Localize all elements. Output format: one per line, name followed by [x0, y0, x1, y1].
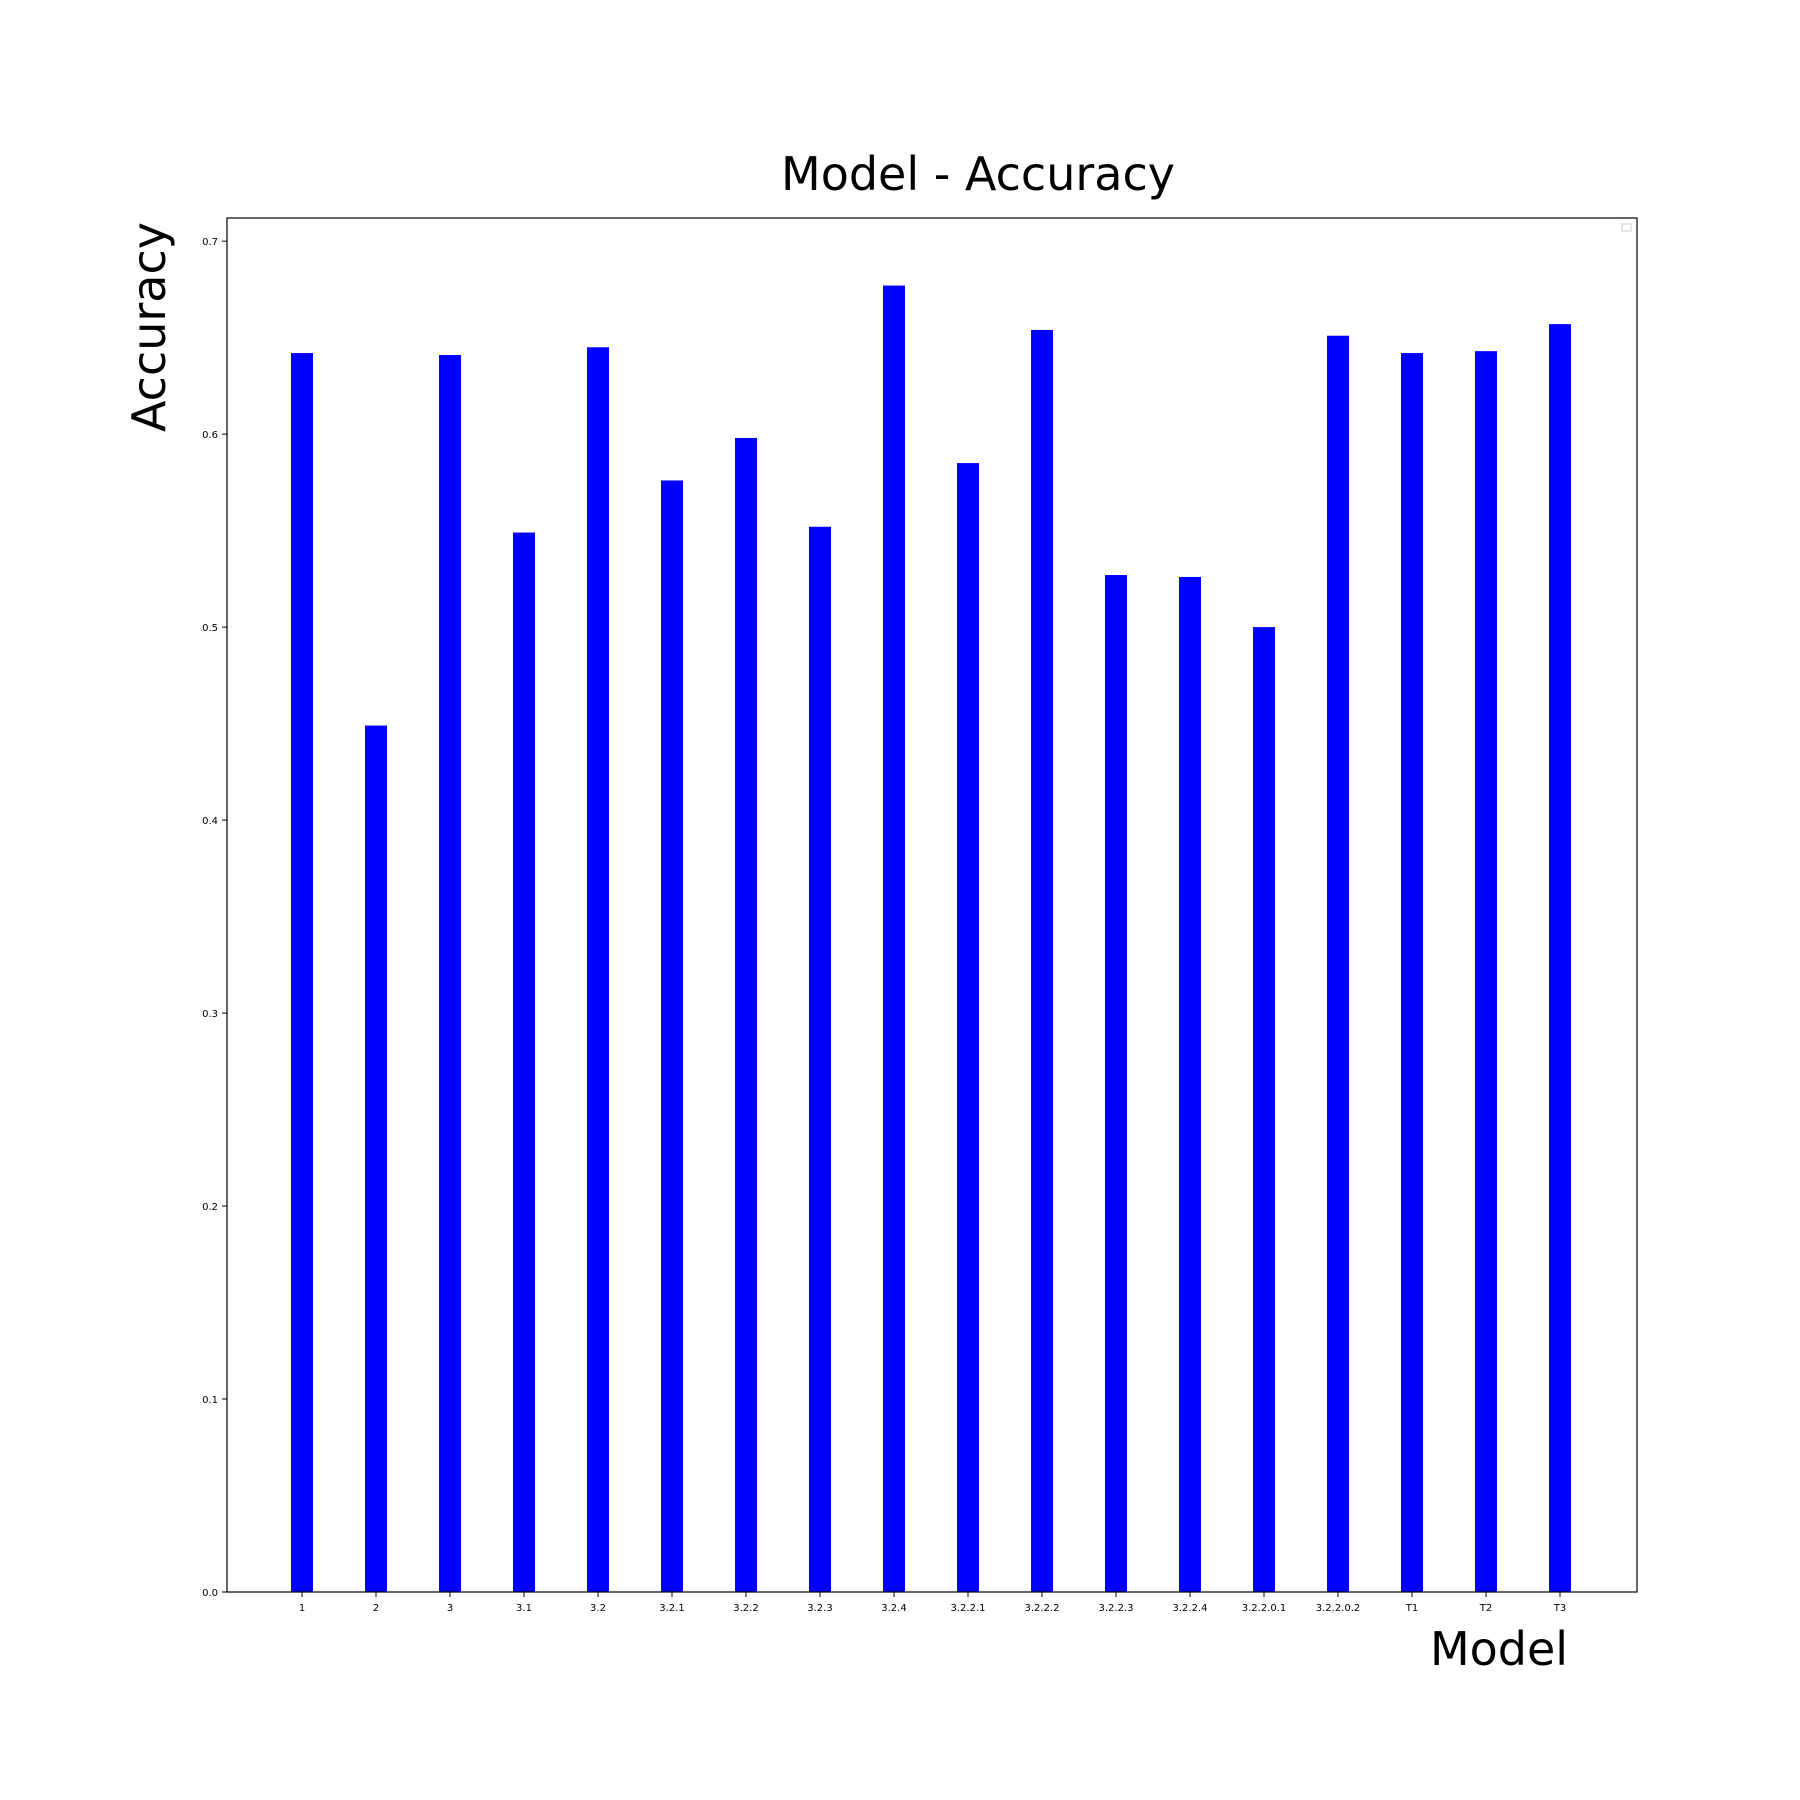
x-tick-label: 3.2.2.0.2 [1316, 1603, 1361, 1614]
x-tick-label: T2 [1479, 1603, 1492, 1614]
x-tick-label: 3.1 [516, 1603, 532, 1614]
bar-14 [1327, 335, 1349, 1592]
x-tick-label: 3.2.2.3 [1099, 1603, 1134, 1614]
x-tick-label: 2 [373, 1603, 379, 1614]
bar-9 [957, 463, 979, 1593]
bar-11 [1105, 575, 1127, 1592]
y-tick-label: 0.0 [202, 1588, 218, 1599]
x-tick-label: T1 [1405, 1603, 1418, 1614]
y-tick-label: 0.1 [202, 1395, 218, 1406]
bar-5 [661, 480, 683, 1592]
bar-0 [291, 353, 313, 1593]
chart-title: Model - Accuracy [781, 147, 1175, 201]
y-axis-label: Accuracy [122, 222, 176, 432]
y-tick-label: 0.6 [202, 430, 218, 441]
plot-frame [226, 217, 1638, 1593]
y-tick-label: 0.4 [202, 816, 218, 827]
x-tick-label: T3 [1553, 1603, 1566, 1614]
x-tick-label: 3.2.1 [659, 1603, 684, 1614]
bar-6 [735, 437, 757, 1592]
bar-3 [513, 532, 535, 1592]
bar-10 [1031, 329, 1053, 1592]
x-tick-label: 3.2.2.0.1 [1242, 1603, 1287, 1614]
y-tick-label: 0.5 [202, 623, 218, 634]
bar-16 [1475, 351, 1497, 1592]
y-tick-label: 0.7 [202, 237, 218, 248]
x-tick-label: 3.2.2.4 [1173, 1603, 1208, 1614]
x-tick-label: 3 [447, 1603, 453, 1614]
bars-group [291, 285, 1571, 1593]
x-tick-label: 3.2 [590, 1603, 606, 1614]
bar-4 [587, 347, 609, 1593]
x-tick-label: 3.2.2.2 [1025, 1603, 1060, 1614]
bar-7 [809, 526, 831, 1592]
bar-2 [439, 355, 461, 1592]
y-ticks-group: 0.0 0.1 0.2 0.3 0.4 0.5 0.6 0.7 [202, 237, 227, 1599]
bar-8 [883, 285, 905, 1593]
x-tick-label: 3.2.3 [807, 1603, 832, 1614]
bar-15 [1401, 353, 1423, 1593]
bar-13 [1253, 627, 1275, 1592]
x-axis-label: Model [1430, 1622, 1568, 1676]
bar-12 [1179, 576, 1201, 1592]
x-tick-label: 1 [299, 1603, 305, 1614]
y-tick-label: 0.2 [202, 1202, 218, 1213]
legend-box [1621, 223, 1632, 232]
y-tick-label: 0.3 [202, 1009, 218, 1020]
x-ticks-group: 1 2 3 3.1 3.2 3.2.1 3.2.2 3.2.3 3.2.4 3.2.2.1 3.2.… [299, 1592, 1566, 1614]
x-tick-label: 3.2.2.1 [951, 1603, 986, 1614]
bar-17 [1549, 324, 1571, 1592]
x-tick-label: 3.2.2 [733, 1603, 758, 1614]
x-tick-label: 3.2.4 [881, 1603, 906, 1614]
bar-1 [365, 725, 387, 1592]
